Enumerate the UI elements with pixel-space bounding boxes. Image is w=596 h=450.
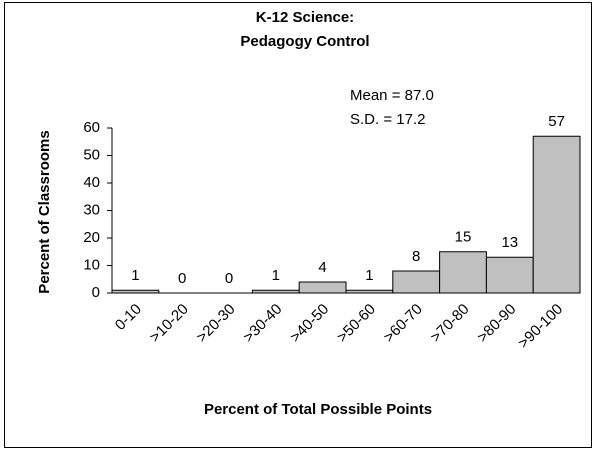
data-label: 0 (178, 270, 186, 287)
bar (439, 251, 487, 294)
y-tick-label: 40 (83, 174, 100, 191)
y-tick-label: 60 (83, 119, 100, 136)
y-tick-label: 50 (83, 146, 100, 163)
y-tick-label: 10 (83, 256, 100, 273)
data-label: 15 (455, 229, 472, 246)
annotation: S.D. = 17.2 (350, 111, 425, 128)
data-label: 1 (131, 267, 139, 284)
data-label: 1 (365, 267, 373, 284)
data-label: 57 (548, 113, 565, 130)
bar (298, 281, 347, 294)
data-label: 13 (501, 234, 518, 251)
y-axis-label: Percent of Classrooms (36, 130, 53, 293)
data-label: 8 (412, 248, 420, 265)
data-label: 4 (318, 259, 326, 276)
frame (4, 2, 592, 448)
bar (485, 256, 534, 294)
data-label: 1 (272, 267, 280, 284)
chart-title: K-12 Science: (256, 9, 354, 26)
bar (392, 270, 441, 294)
y-tick-label: 0 (92, 284, 100, 301)
chart-title: Pedagogy Control (240, 33, 369, 50)
annotation: Mean = 87.0 (350, 87, 434, 104)
y-tick-label: 30 (83, 201, 100, 218)
bar (532, 135, 581, 294)
x-axis-label: Percent of Total Possible Points (204, 401, 432, 418)
y-tick-label: 20 (83, 229, 100, 246)
data-label: 0 (225, 270, 233, 287)
